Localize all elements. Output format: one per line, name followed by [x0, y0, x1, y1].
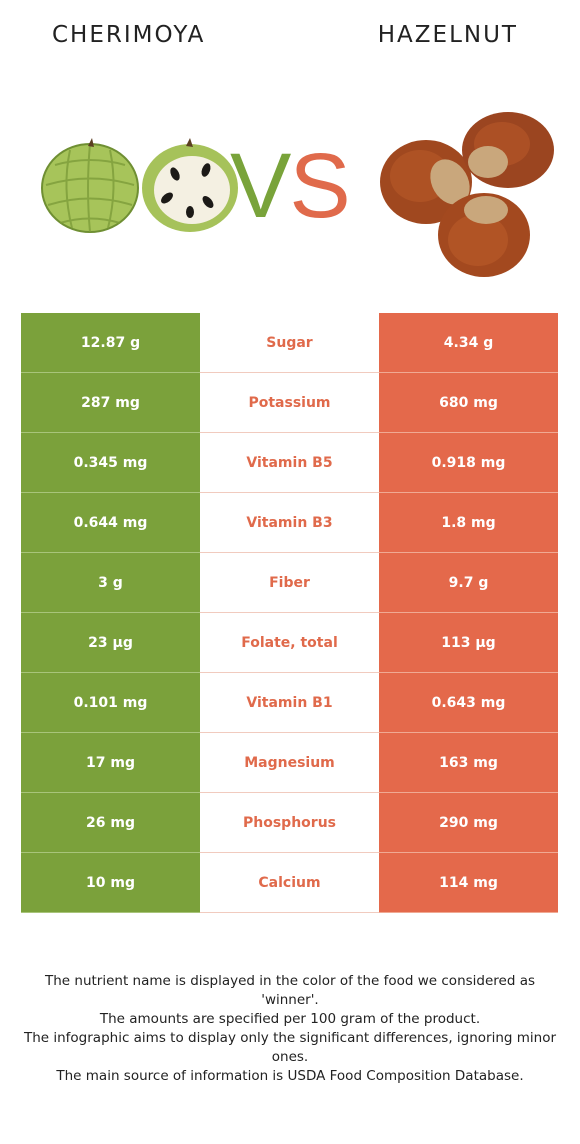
right-value: 1.8 mg	[379, 493, 558, 553]
nutrient-name: Vitamin B1	[200, 673, 379, 733]
right-value: 163 mg	[379, 733, 558, 793]
nutrient-name: Vitamin B3	[200, 493, 379, 553]
nutrient-name: Phosphorus	[200, 793, 379, 853]
left-value: 0.644 mg	[21, 493, 200, 553]
food-images	[41, 112, 554, 277]
footer-note-differences: The infographic aims to display only the…	[23, 1030, 557, 1065]
cherimoya-whole-image	[41, 138, 139, 233]
table-row: 3 g Fiber 9.7 g	[21, 553, 558, 613]
right-value: 680 mg	[379, 373, 558, 433]
footer-note-amounts: The amounts are specified per 100 gram o…	[99, 1011, 481, 1027]
footer-notes: The nutrient name is displayed in the co…	[18, 972, 562, 1086]
table-row: 287 mg Potassium 680 mg	[21, 373, 558, 433]
nutrient-name: Fiber	[200, 553, 379, 613]
left-food-title: CHERIMOYA	[52, 22, 206, 48]
table-row: 12.87 g Sugar 4.34 g	[21, 313, 558, 373]
left-value: 26 mg	[21, 793, 200, 853]
nutrient-name: Sugar	[200, 313, 379, 373]
left-value: 0.345 mg	[21, 433, 200, 493]
nutrient-name: Magnesium	[200, 733, 379, 793]
left-value: 23 µg	[21, 613, 200, 673]
right-value: 0.643 mg	[379, 673, 558, 733]
vs-s: S	[289, 135, 350, 237]
cherimoya-half-image	[142, 138, 238, 232]
left-value: 0.101 mg	[21, 673, 200, 733]
vs-v: V	[230, 135, 291, 237]
right-value: 9.7 g	[379, 553, 558, 613]
table-row: 17 mg Magnesium 163 mg	[21, 733, 558, 793]
table-row: 23 µg Folate, total 113 µg	[21, 613, 558, 673]
table-row: 0.644 mg Vitamin B3 1.8 mg	[21, 493, 558, 553]
hazelnut-image	[380, 112, 554, 277]
table-row: 26 mg Phosphorus 290 mg	[21, 793, 558, 853]
right-value: 290 mg	[379, 793, 558, 853]
right-value: 0.918 mg	[379, 433, 558, 493]
nutrient-name: Folate, total	[200, 613, 379, 673]
nutrient-name: Potassium	[200, 373, 379, 433]
footer-note-source: The main source of information is USDA F…	[56, 1068, 524, 1084]
left-value: 287 mg	[21, 373, 200, 433]
comparison-table: 12.87 g Sugar 4.34 g 287 mg Potassium 68…	[21, 313, 558, 913]
left-value: 17 mg	[21, 733, 200, 793]
nutrient-name: Calcium	[200, 853, 379, 913]
table-row: 0.345 mg Vitamin B5 0.918 mg	[21, 433, 558, 493]
vs-label: VS	[230, 140, 351, 232]
left-value: 12.87 g	[21, 313, 200, 373]
right-food-title: HAZELNUT	[377, 22, 518, 48]
table-row: 0.101 mg Vitamin B1 0.643 mg	[21, 673, 558, 733]
left-value: 10 mg	[21, 853, 200, 913]
right-value: 113 µg	[379, 613, 558, 673]
right-value: 114 mg	[379, 853, 558, 913]
left-value: 3 g	[21, 553, 200, 613]
table-row: 10 mg Calcium 114 mg	[21, 853, 558, 913]
nutrient-name: Vitamin B5	[200, 433, 379, 493]
footer-note-winner: The nutrient name is displayed in the co…	[44, 973, 536, 1008]
right-value: 4.34 g	[379, 313, 558, 373]
